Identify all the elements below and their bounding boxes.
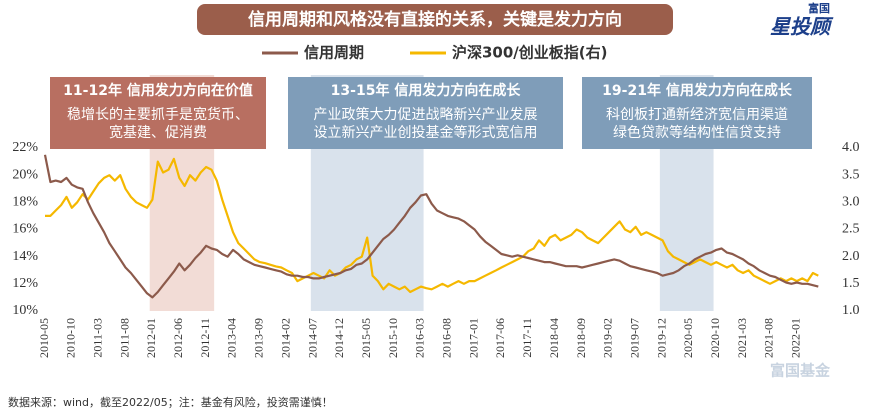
annotation-text: 宽基建、促消费 xyxy=(109,124,207,141)
y2-tick-label: 3.5 xyxy=(842,167,860,182)
legend-label: 信用周期 xyxy=(304,44,364,62)
x-tick-label: 2015-10 xyxy=(386,318,400,358)
annotation-text: 稳增长的主要抓手是宽货币、 xyxy=(67,106,249,123)
y-tick-label: 18% xyxy=(12,195,38,210)
x-tick-label: 2021-08 xyxy=(762,318,776,358)
annotation-box xyxy=(582,77,812,149)
x-tick-label: 2014-12 xyxy=(332,318,346,358)
logo-top: 富国 xyxy=(808,1,830,15)
x-tick-label: 2011-08 xyxy=(117,318,131,358)
x-tick-label: 2021-03 xyxy=(735,318,749,358)
x-tick-label: 2020-05 xyxy=(681,318,695,358)
x-tick-label: 2014-02 xyxy=(278,318,292,358)
series-line xyxy=(45,157,819,294)
y-tick-label: 12% xyxy=(12,276,38,291)
x-tick-label: 2010-10 xyxy=(64,318,78,358)
y-tick-label: 10% xyxy=(12,303,38,318)
x-tick-label: 2014-07 xyxy=(305,318,319,358)
series-line xyxy=(43,154,819,299)
x-tick-label: 2013-04 xyxy=(225,318,239,358)
x-tick-label: 2012-06 xyxy=(171,318,185,358)
x-tick-label: 2016-08 xyxy=(440,318,454,358)
y2-tick-label: 2.5 xyxy=(842,222,860,237)
x-tick-label: 2018-04 xyxy=(547,318,561,358)
x-tick-label: 2015-05 xyxy=(359,318,373,358)
logo-main: 星投顾 xyxy=(770,15,834,39)
x-tick-label: 2019-12 xyxy=(654,318,668,358)
annotation-title: 13-15年 信用发力方向在成长 xyxy=(331,82,522,99)
y-tick-label: 22% xyxy=(12,140,38,155)
legend-label: 沪深300/创业板指(右) xyxy=(452,44,608,62)
x-tick-label: 2019-02 xyxy=(601,318,615,358)
x-tick-label: 2019-07 xyxy=(627,318,641,358)
x-tick-label: 2011-03 xyxy=(90,318,104,358)
chart-title: 信用周期和风格没有直接的关系，关键是发力方向 xyxy=(248,9,622,30)
x-tick-label: 2010-05 xyxy=(37,318,51,358)
annotation-box xyxy=(50,77,266,149)
y-tick-label: 20% xyxy=(12,167,38,182)
annotation-text: 绿色贷款等结构性信贷支持 xyxy=(613,124,781,141)
annotation-title: 19-21年 信用发力方向在成长 xyxy=(602,82,793,99)
annotation-box xyxy=(288,77,563,149)
y2-tick-label: 2.0 xyxy=(842,249,860,264)
y-tick-label: 14% xyxy=(12,249,38,264)
annotation-title: 11-12年 信用发力方向在价值 xyxy=(63,82,253,99)
x-tick-label: 2013-09 xyxy=(252,318,266,358)
annotation-text: 科创板打通新经济宽信用渠道 xyxy=(606,106,788,123)
x-tick-label: 2020-10 xyxy=(708,318,722,358)
x-tick-label: 2017-06 xyxy=(493,318,507,358)
watermark: 富国基金 xyxy=(770,362,831,380)
y2-tick-label: 3.0 xyxy=(842,195,860,210)
x-tick-label: 2022-01 xyxy=(789,318,803,358)
source-note: 数据来源：wind，截至2022/05；注：基金有风险，投资需谨慎！ xyxy=(8,395,333,409)
y2-tick-label: 1.5 xyxy=(842,276,860,291)
x-tick-label: 2017-01 xyxy=(466,318,480,358)
x-tick-label: 2012-01 xyxy=(144,318,158,358)
annotation-text: 设立新兴产业创投基金等形式宽信用 xyxy=(314,124,538,141)
y2-tick-label: 1.0 xyxy=(842,303,860,318)
y-tick-label: 16% xyxy=(12,222,38,237)
x-tick-label: 2017-11 xyxy=(520,318,534,358)
x-tick-label: 2016-03 xyxy=(413,318,427,358)
x-tick-label: 2018-09 xyxy=(574,318,588,358)
y2-tick-label: 4.0 xyxy=(842,140,860,155)
title-banner xyxy=(197,4,673,35)
annotation-text: 产业政策大力促进战略新兴产业发展 xyxy=(314,106,538,123)
x-tick-label: 2012-11 xyxy=(198,318,212,358)
